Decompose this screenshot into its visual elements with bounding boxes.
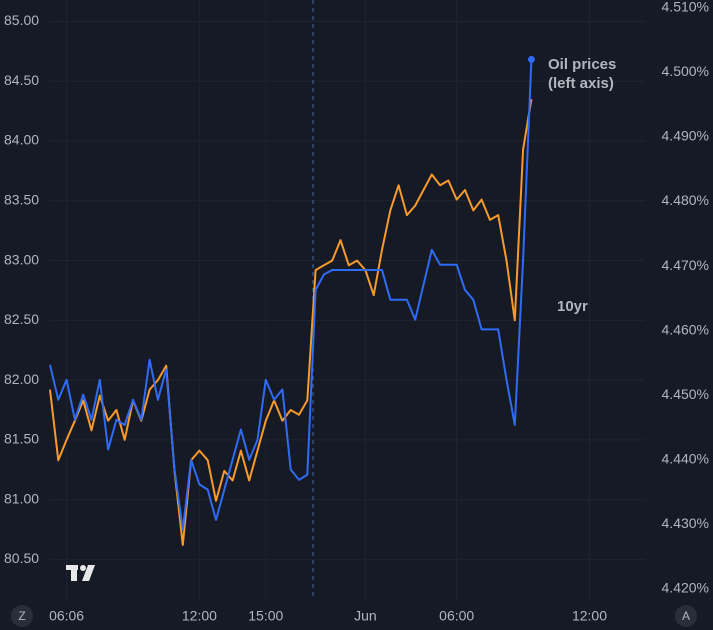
y2-tick-label: 4.450%	[662, 386, 709, 402]
y-tick-label: 81.00	[4, 490, 39, 506]
y2-tick-label: 4.490%	[662, 128, 709, 144]
y-tick-label: 82.00	[4, 371, 39, 387]
y2-tick-label: 4.420%	[662, 580, 709, 596]
corner-button[interactable]: Z	[11, 605, 33, 627]
annotation: 10yr	[557, 298, 588, 315]
annotation: (left axis)	[548, 75, 614, 92]
annotation: Oil prices	[548, 56, 616, 73]
x-tick-label: 06:06	[49, 608, 84, 624]
x-tick-label: 12:00	[572, 608, 607, 624]
y2-tick-label: 4.440%	[662, 451, 709, 467]
y-tick-label: 82.50	[4, 311, 39, 327]
y-tick-label: 81.50	[4, 431, 39, 447]
y2-tick-label: 4.500%	[662, 63, 709, 79]
y2-tick-label: 4.510%	[662, 0, 709, 14]
y2-tick-label: 4.460%	[662, 321, 709, 337]
button-bg	[675, 605, 697, 627]
series-line	[49, 59, 533, 531]
x-tick-label: Jun	[354, 608, 377, 624]
y-tick-label: 84.50	[4, 72, 39, 88]
y-tick-label: 85.00	[4, 12, 39, 28]
series-line	[49, 99, 533, 546]
button-label: Z	[18, 609, 25, 623]
y2-tick-label: 4.480%	[662, 192, 709, 208]
button-label: A	[682, 609, 690, 623]
y2-tick-label: 4.430%	[662, 515, 709, 531]
y-tick-label: 83.00	[4, 251, 39, 267]
y2-tick-label: 4.470%	[662, 257, 709, 273]
last-point	[527, 55, 535, 63]
corner-button[interactable]: A	[675, 605, 697, 627]
y-tick-label: 84.00	[4, 132, 39, 148]
x-tick-label: 15:00	[248, 608, 283, 624]
button-bg	[11, 605, 33, 627]
x-tick-label: 06:00	[439, 608, 474, 624]
y-tick-label: 80.50	[4, 550, 39, 566]
tradingview-logo	[66, 565, 95, 581]
x-tick-label: 12:00	[182, 608, 217, 624]
y-tick-label: 83.50	[4, 191, 39, 207]
